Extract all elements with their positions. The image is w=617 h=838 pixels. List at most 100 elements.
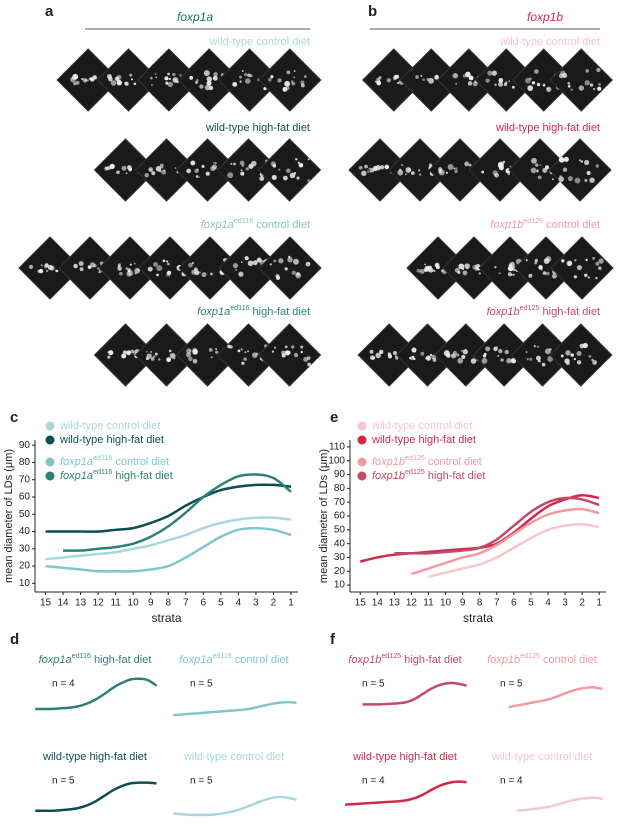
lipid-droplet (166, 272, 171, 277)
fit-line (35, 781, 157, 813)
lipid-droplet (457, 357, 464, 364)
lipid-droplet (154, 72, 157, 75)
lipid-droplet (485, 346, 491, 352)
lipid-droplet (566, 361, 570, 366)
mini-title: foxp1aed116 high-fat diet (39, 652, 152, 666)
lipid-droplet (251, 160, 257, 167)
lipid-droplet (203, 70, 210, 77)
lipid-droplet (378, 75, 382, 79)
lipid-droplet (168, 349, 172, 353)
lipid-droplet (573, 357, 577, 361)
lipid-droplet (567, 82, 571, 85)
lipid-droplet (240, 348, 243, 351)
lipid-droplet (134, 272, 137, 275)
gene: foxp1b (487, 306, 520, 318)
lipid-droplet (432, 358, 437, 362)
lipid-droplet (420, 74, 423, 77)
lipid-droplet (589, 83, 594, 87)
allele: ed125 (405, 454, 425, 462)
lipid-droplet (546, 166, 549, 169)
legend-label: wild-type control diet (59, 420, 160, 432)
lipid-droplet (75, 80, 80, 85)
legend-swatch (45, 457, 55, 467)
lipid-droplet (293, 70, 296, 73)
lipid-droplet (464, 263, 470, 269)
mini-title: wild-type high-fat diet (352, 751, 457, 763)
x-tick-label: 13 (389, 598, 401, 609)
lipid-droplet (574, 177, 581, 184)
lipid-droplet (118, 83, 120, 86)
y-tick-label: 90 (19, 440, 31, 451)
y-tick-label: 100 (328, 455, 345, 466)
lipid-droplet (244, 78, 251, 84)
gene: foxp1a (39, 654, 72, 666)
lipid-droplet (419, 268, 425, 274)
lipid-droplet (191, 261, 194, 265)
lipid-droplet (597, 86, 602, 91)
lipid-droplet (269, 263, 272, 266)
lipid-droplet (487, 70, 493, 76)
lipid-droplet (247, 260, 254, 266)
lipid-droplet (545, 271, 550, 276)
lipid-droplet (482, 354, 487, 358)
x-tick-label: 5 (218, 598, 224, 609)
lipid-droplet (585, 258, 588, 262)
gene: foxp1a (179, 654, 212, 666)
lipid-droplet (592, 256, 596, 260)
lipid-droplet (573, 275, 578, 279)
lipid-droplet (531, 81, 536, 85)
lipid-droplet (511, 85, 515, 89)
lipid-droplet (89, 76, 95, 82)
lipid-droplet (201, 164, 205, 168)
lipid-droplet (358, 165, 363, 170)
lipid-droplet (247, 350, 249, 353)
mini-title: wild-type control diet (491, 751, 592, 763)
mini-title: foxp1aed116 control diet (179, 652, 288, 666)
allele: ed116 (212, 652, 231, 660)
lipid-droplet (212, 162, 215, 164)
fit-line (45, 526, 292, 573)
lipid-droplet (435, 265, 440, 270)
lipid-droplet (38, 268, 44, 274)
lipid-droplet (397, 169, 404, 176)
legend-label: wild-type control diet (371, 420, 472, 432)
lipid-droplet (215, 350, 219, 354)
lipid-droplet (291, 345, 295, 349)
lipid-droplet (244, 351, 247, 354)
lipid-droplet (165, 81, 169, 85)
lipid-droplet (133, 262, 136, 265)
lipid-droplet (576, 360, 582, 365)
lipid-droplet (535, 163, 539, 167)
lipid-droplet (151, 171, 156, 176)
lipid-droplet (155, 165, 162, 172)
lipid-droplet (509, 269, 511, 271)
x-tick-label: 7 (183, 598, 189, 609)
mini-title: wild-type control diet (183, 751, 284, 763)
label-text: high-fat diet (253, 306, 310, 318)
sample-size: n = 4 (500, 776, 523, 787)
lipid-droplet (167, 81, 173, 88)
label-text: wild-type high-fat diet (205, 122, 310, 134)
lipid-droplet (93, 263, 97, 268)
lipid-droplet (300, 345, 304, 349)
lipid-droplet (185, 348, 192, 354)
lipid-droplet (244, 256, 249, 261)
lipid-droplet (474, 267, 478, 271)
lipid-droplet (155, 76, 158, 79)
condition-label: foxp1bed125 high-fat diet (487, 304, 600, 318)
y-tick-label: 70 (19, 474, 31, 485)
label-text: high-fat diet (115, 470, 172, 482)
lipid-droplet (278, 168, 281, 171)
lipid-droplet (268, 77, 272, 82)
label-text: control diet (256, 219, 310, 231)
lipid-droplet (588, 354, 592, 358)
lipid-droplet (193, 267, 198, 272)
lipid-droplet (235, 268, 238, 272)
x-tick-label: 11 (423, 598, 434, 609)
label-text: wild-type control diet (491, 751, 592, 763)
lipid-droplet (565, 350, 571, 356)
lipid-droplet (376, 80, 382, 86)
lipid-droplet (114, 76, 120, 82)
lipid-droplet (158, 358, 161, 361)
